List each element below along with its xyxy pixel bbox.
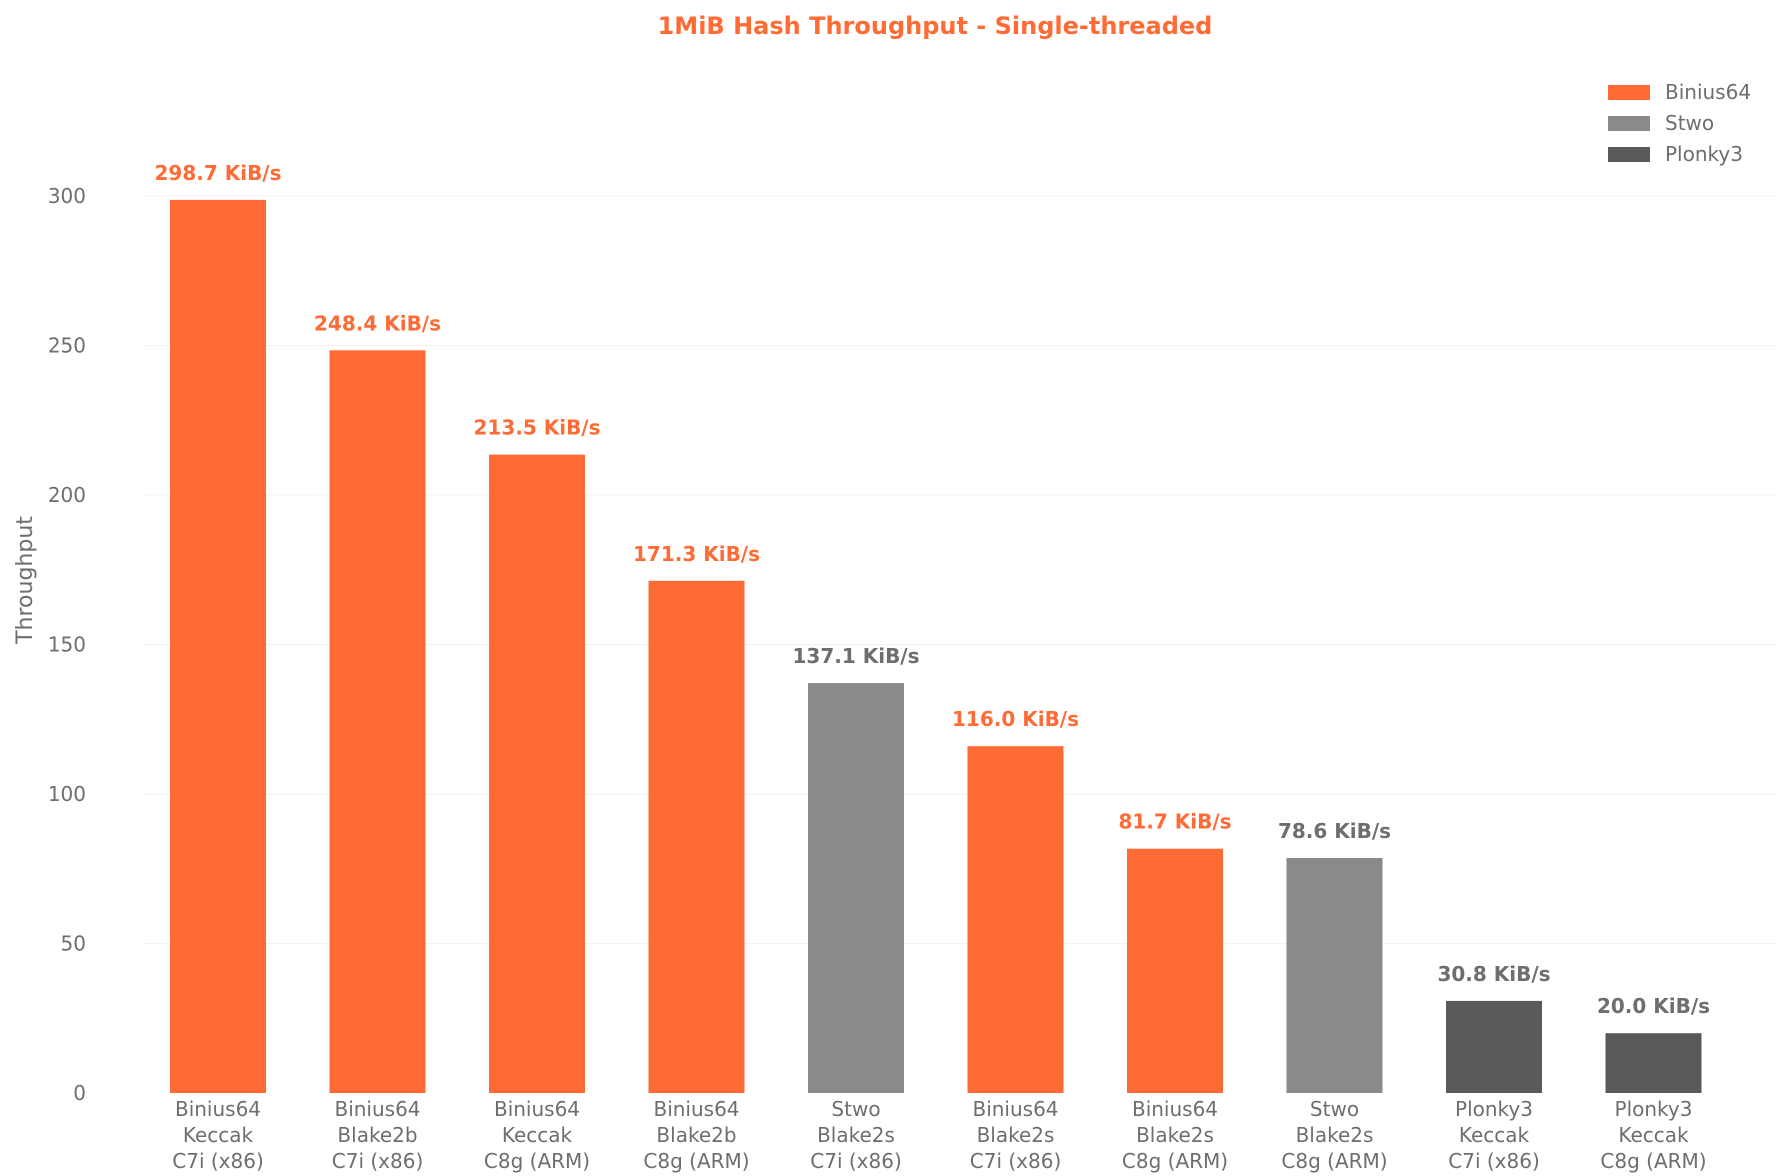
x-tick-label: Binius64 <box>972 1097 1058 1121</box>
x-tick-label: Stwo <box>1310 1097 1359 1121</box>
bar-1 <box>329 350 426 1093</box>
y-tick-label: 50 <box>61 932 86 956</box>
bar-6 <box>1127 848 1223 1093</box>
data-label: 81.7 KiB/s <box>1118 810 1231 834</box>
x-tick-label: Blake2b <box>656 1123 736 1147</box>
x-tick-label: Binius64 <box>334 1097 420 1121</box>
x-tick-label: C8g (ARM) <box>643 1149 749 1173</box>
data-label: 213.5 KiB/s <box>473 416 600 440</box>
data-label: 298.7 KiB/s <box>154 161 281 185</box>
bar-8 <box>1446 1000 1542 1093</box>
bar-3 <box>648 580 745 1093</box>
x-tick-label: Blake2b <box>337 1123 417 1147</box>
bar-9 <box>1605 1033 1702 1093</box>
legend-label: Binius64 <box>1665 80 1751 104</box>
chart-title: 1MiB Hash Throughput - Single-threaded <box>658 12 1213 40</box>
legend-label: Stwo <box>1665 111 1714 135</box>
x-tick-label: C8g (ARM) <box>1600 1149 1706 1173</box>
x-tick-label: Blake2s <box>817 1123 895 1147</box>
x-tick-label: C7i (x86) <box>970 1149 1062 1173</box>
x-tick-label: Blake2s <box>1136 1123 1214 1147</box>
y-axis-ticks: 0 50 100 150 200 250 300 <box>48 184 86 1105</box>
legend: Binius64 Stwo Plonky3 <box>1608 80 1751 166</box>
x-tick-label: Binius64 <box>1132 1097 1218 1121</box>
x-tick-label: C8g (ARM) <box>1122 1149 1228 1173</box>
data-labels: 298.7 KiB/s 248.4 KiB/s 213.5 KiB/s 171.3 K… <box>154 161 1710 1018</box>
bar-4 <box>808 683 904 1093</box>
x-tick-label: Plonky3 <box>1615 1097 1693 1121</box>
legend-swatch <box>1608 116 1650 131</box>
y-axis-label: Throughput <box>13 516 38 645</box>
x-tick-label: C7i (x86) <box>332 1149 424 1173</box>
data-label: 171.3 KiB/s <box>633 542 760 566</box>
legend-swatch <box>1608 147 1650 162</box>
y-tick-label: 300 <box>48 184 86 208</box>
x-tick-label: Binius64 <box>653 1097 739 1121</box>
legend-swatch <box>1608 85 1650 100</box>
x-tick-label: C8g (ARM) <box>1281 1149 1387 1173</box>
x-tick-label: Binius64 <box>175 1097 261 1121</box>
x-tick-label: Keccak <box>1618 1123 1689 1147</box>
bar-7 <box>1286 857 1383 1093</box>
x-tick-label: Keccak <box>1459 1123 1530 1147</box>
x-tick-label: C7i (x86) <box>172 1149 264 1173</box>
x-tick-label: Binius64 <box>494 1097 580 1121</box>
y-tick-label: 200 <box>48 483 86 507</box>
y-tick-label: 250 <box>48 334 86 358</box>
x-tick-label: Blake2s <box>1296 1123 1374 1147</box>
x-tick-label: Plonky3 <box>1455 1097 1533 1121</box>
data-label: 116.0 KiB/s <box>952 707 1079 731</box>
x-tick-label: C7i (x86) <box>810 1149 902 1173</box>
x-tick-label: Stwo <box>831 1097 880 1121</box>
legend-label: Plonky3 <box>1665 142 1743 166</box>
bar-2 <box>489 454 585 1093</box>
x-tick-label: C8g (ARM) <box>484 1149 590 1173</box>
data-label: 248.4 KiB/s <box>314 311 441 335</box>
x-tick-label: Keccak <box>183 1123 254 1147</box>
y-tick-label: 100 <box>48 782 86 806</box>
data-label: 20.0 KiB/s <box>1597 994 1710 1018</box>
y-tick-label: 150 <box>48 633 86 657</box>
y-tick-label: 0 <box>73 1081 86 1105</box>
data-label: 30.8 KiB/s <box>1437 962 1550 986</box>
x-tick-label: Keccak <box>502 1123 573 1147</box>
bar-0 <box>170 199 266 1094</box>
bar-5 <box>967 746 1064 1093</box>
x-tick-label: C7i (x86) <box>1448 1149 1540 1173</box>
data-label: 78.6 KiB/s <box>1278 819 1391 843</box>
bars <box>170 199 1702 1094</box>
x-tick-label: Blake2s <box>977 1123 1055 1147</box>
data-label: 137.1 KiB/s <box>792 644 919 668</box>
